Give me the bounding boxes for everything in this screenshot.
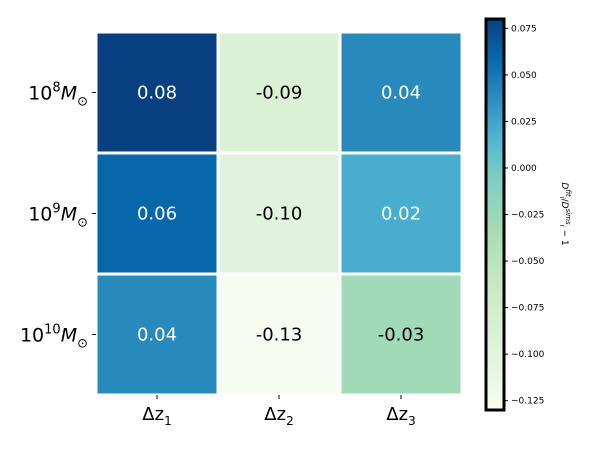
colorbar-ticks: 0.075 0.050 0.025 0.000 −0.025 −0.050 −0.075 −0… — [504, 24, 545, 407]
x-tick-label: Δz1 — [142, 404, 171, 428]
colorbar-tick-label: 0.050 — [511, 71, 537, 81]
cell-value-label: 0.04 — [137, 325, 177, 346]
colorbar-tick-label: −0.125 — [511, 397, 544, 407]
cell-value-label: -0.10 — [256, 204, 303, 225]
colorbar-tick-label: −0.100 — [511, 350, 545, 360]
colorbar-tick-label: −0.075 — [511, 304, 544, 314]
x-tick-label: Δz2 — [264, 404, 293, 428]
colorbar: 0.075 0.050 0.025 0.000 −0.025 −0.050 −0.075 −0… — [484, 17, 572, 412]
heatmap-cell — [338, 151, 464, 276]
x-axis-labels: Δz1 Δz2 Δz3 — [142, 395, 416, 428]
cell-value-label: 0.06 — [137, 204, 177, 225]
heatmap-cell — [216, 30, 342, 155]
colorbar-gradient — [486, 19, 504, 410]
colorbar-tick-label: 0.025 — [511, 117, 537, 127]
colorbar-label: Dfiti/Dsimsi − 1 — [558, 182, 572, 245]
heatmap-cell-labels: 0.08 -0.09 0.04 0.06 -0.10 0.02 0.04 -0.13 -0.03 — [137, 83, 424, 346]
heatmap-cell — [216, 272, 342, 397]
cell-value-label: 0.04 — [381, 83, 421, 104]
cell-value-label: -0.03 — [378, 325, 425, 346]
colorbar-tick-label: −0.025 — [511, 211, 544, 221]
heatmap-cells — [94, 30, 464, 397]
cell-value-label: -0.13 — [256, 325, 303, 346]
colorbar-tick-label: 0.000 — [511, 164, 537, 174]
y-tick-label: 109M⊙ — [28, 202, 88, 231]
cell-value-label: 0.02 — [381, 204, 421, 225]
colorbar-tick-label: 0.075 — [511, 24, 537, 34]
y-tick-label: 108M⊙ — [28, 81, 88, 110]
colorbar-tick-label: −0.050 — [511, 257, 545, 267]
cell-value-label: 0.08 — [137, 83, 177, 104]
cell-value-label: -0.09 — [256, 83, 303, 104]
x-tick-label: Δz3 — [386, 404, 415, 428]
y-axis-labels: 108M⊙ 109M⊙ 1010M⊙ — [20, 81, 96, 352]
y-tick-label: 1010M⊙ — [20, 323, 88, 352]
